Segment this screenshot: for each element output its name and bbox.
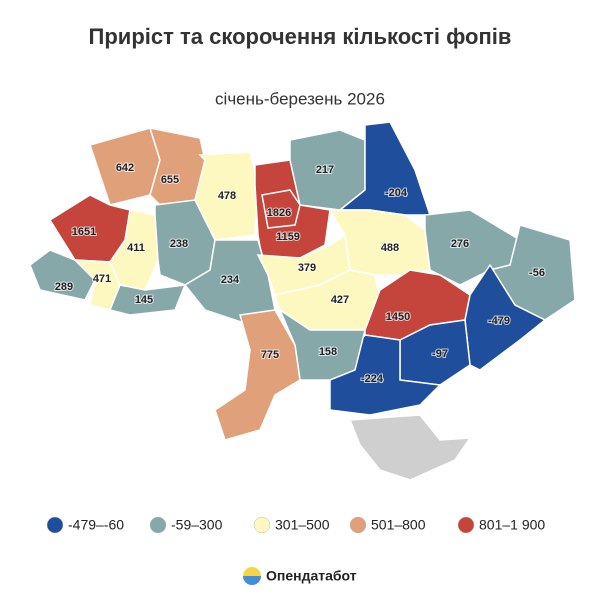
region-label: 478 — [218, 190, 236, 202]
region-label: 1651 — [72, 226, 96, 238]
labels: 642 655 478 1159 1826 217 -204 1651 411 238 289 471… — [54, 161, 546, 386]
region-label: 642 — [116, 162, 134, 174]
region-label: -56 — [529, 267, 545, 279]
legend-swatch — [46, 516, 64, 534]
crimea — [348, 414, 472, 481]
region-label: -479 — [488, 315, 510, 327]
region-label: 427 — [331, 294, 349, 306]
region-label: 488 — [381, 242, 399, 254]
region-label: 289 — [55, 281, 73, 293]
regions — [29, 121, 576, 441]
region-label: -97 — [432, 348, 448, 360]
region — [214, 309, 301, 441]
region-label: -224 — [361, 373, 384, 385]
region-label: 217 — [316, 164, 334, 176]
region-label: -204 — [385, 187, 408, 199]
legend-swatch — [349, 516, 367, 534]
legend-swatch — [457, 516, 475, 534]
legend-label: -479–-60 — [68, 517, 124, 533]
legend-label: 301–500 — [275, 517, 330, 533]
title: Приріст та скорочення кількості фопів — [89, 24, 512, 49]
subtitle: січень-березень 2026 — [215, 89, 385, 108]
region-label: 775 — [261, 349, 279, 361]
region — [464, 263, 547, 371]
brand: Опендатабот — [266, 568, 357, 584]
region-label: 234 — [221, 274, 240, 286]
legend: -479–-60 -59–300 301–500 501–800 801–1 900 — [46, 516, 545, 534]
legend-label: 801–1 900 — [479, 517, 545, 533]
region-label: 1450 — [386, 311, 410, 323]
region — [108, 284, 187, 316]
region-label: 1159 — [276, 231, 300, 243]
region-label: 379 — [298, 262, 316, 274]
region-label: 1826 — [267, 207, 291, 219]
region-label: 276 — [451, 238, 469, 250]
region-label: 238 — [170, 238, 188, 250]
region-label: 471 — [93, 273, 111, 285]
legend-label: -59–300 — [171, 517, 223, 533]
region-label: 411 — [127, 242, 145, 254]
region-label: 655 — [161, 174, 179, 186]
region — [261, 189, 301, 229]
legend-label: 501–800 — [371, 517, 426, 533]
legend-swatch — [149, 516, 167, 534]
brand-logo-half — [243, 576, 261, 585]
region-label: 145 — [135, 294, 153, 306]
legend-swatch — [253, 516, 271, 534]
region-label: 158 — [319, 346, 337, 358]
region — [194, 151, 259, 241]
